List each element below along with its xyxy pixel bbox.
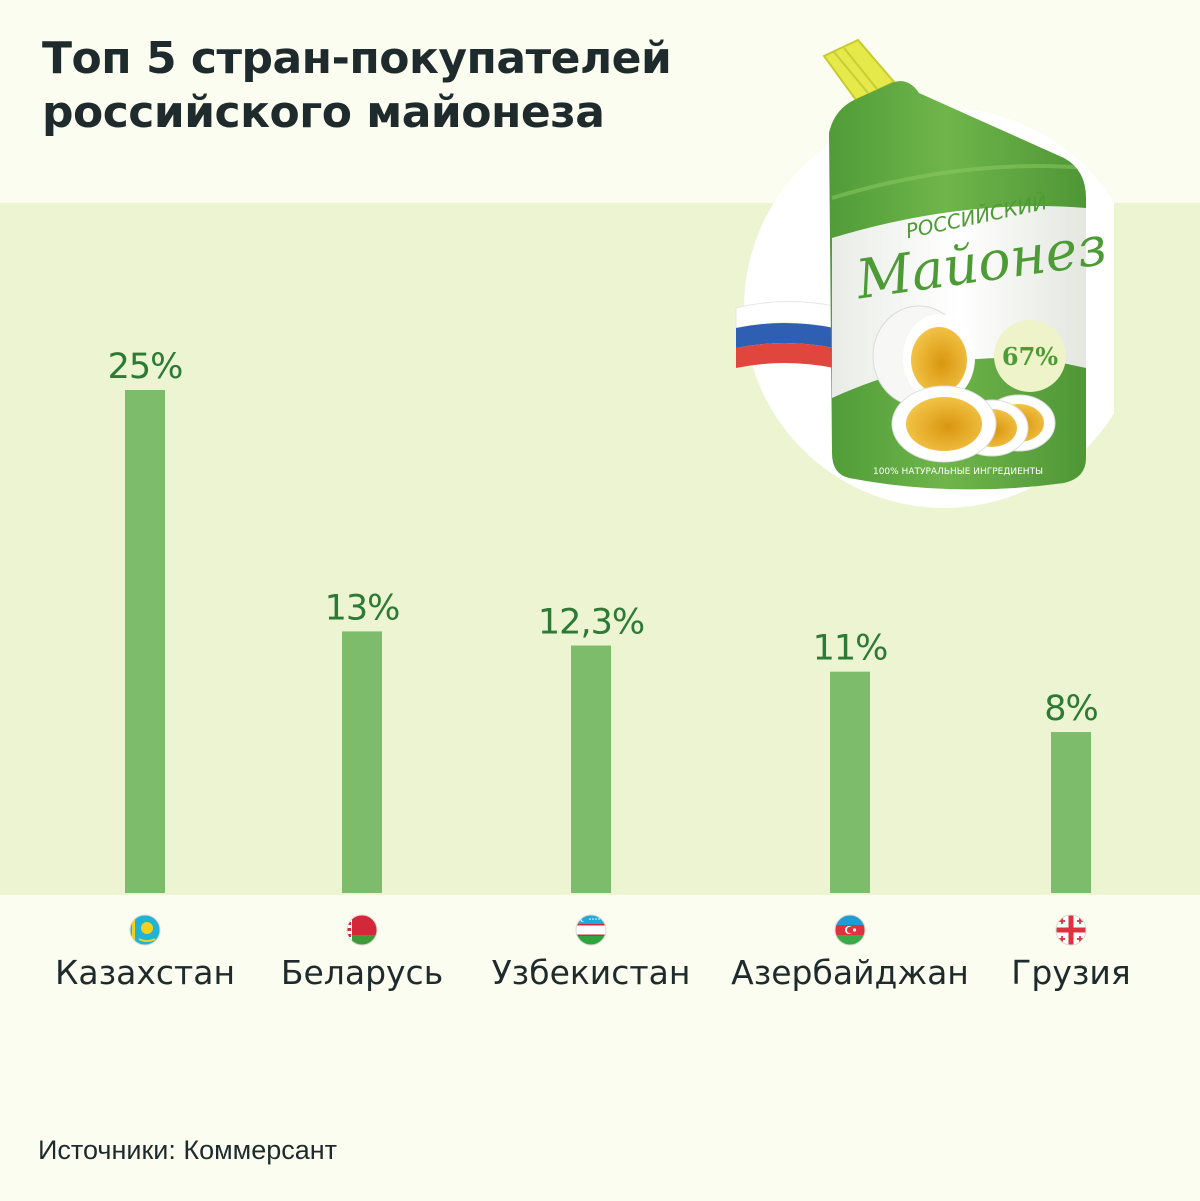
- georgia-flag-icon: [1055, 914, 1087, 946]
- page-title: Топ 5 стран-покупателей российского майо…: [42, 32, 672, 140]
- bar-4: [830, 671, 870, 893]
- fat-badge: [994, 320, 1066, 392]
- value-labels-group: 25% 13% 12,3% 11% 8%: [108, 347, 1099, 729]
- bar-5: [1051, 732, 1091, 893]
- azerbaijan-flag-icon: [834, 914, 866, 946]
- value-label-3: 12,3%: [538, 603, 644, 643]
- tagline-text: 100% НАТУРАЛЬНЫЕ ИНГРЕДИЕНТЫ: [873, 467, 1043, 477]
- kazakhstan-flag-icon: [129, 914, 161, 946]
- uzbekistan-flag-icon: [575, 914, 607, 946]
- category-labels-group: Казахстан Беларусь Узбекистан Азербайджан Гр…: [55, 953, 1131, 992]
- category-label-5: Грузия: [1011, 953, 1130, 992]
- title-line-2: российского майонеза: [42, 87, 605, 138]
- russian-flag-icon: [735, 301, 835, 368]
- value-label-1: 25%: [108, 347, 183, 387]
- bars-group: [125, 390, 1091, 893]
- bar-3: [571, 645, 611, 893]
- category-label-3: Узбекистан: [492, 953, 691, 992]
- flags-group: [129, 914, 1087, 946]
- belarus-flag-icon: [346, 914, 378, 946]
- egg-illustration: [872, 305, 1056, 463]
- category-label-2: Беларусь: [281, 953, 443, 992]
- value-label-5: 8%: [1044, 689, 1098, 729]
- category-label-4: Азербайджан: [731, 953, 969, 992]
- mayonnaise-package-illustration: РОССИЙСКИЙ Майонез 67% 100% НАТУРАЛЬНЫЕ …: [735, 38, 1114, 508]
- value-label-4: 11%: [813, 629, 888, 669]
- value-label-2: 13%: [325, 588, 400, 628]
- bar-2: [342, 631, 382, 893]
- title-line-1: Топ 5 стран-покупателей: [42, 33, 672, 84]
- bar-1: [125, 390, 165, 893]
- fat-badge-text: 67%: [1002, 342, 1058, 371]
- category-label-1: Казахстан: [55, 953, 235, 992]
- source-note: Источники: Коммерсант: [38, 1135, 338, 1165]
